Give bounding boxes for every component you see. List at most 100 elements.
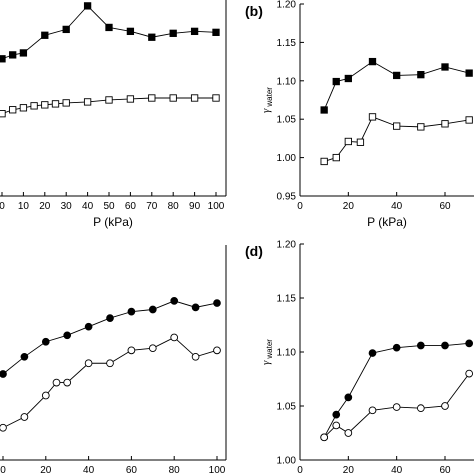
y-tick-label: 1.05 bbox=[277, 402, 297, 413]
y-tick-label: 1.15 bbox=[277, 38, 297, 49]
series-line-1 bbox=[323, 342, 470, 438]
x-tick-label: 60 bbox=[439, 201, 451, 212]
data-point bbox=[106, 359, 114, 368]
y-tick-label: 1.00 bbox=[277, 456, 297, 467]
data-point bbox=[392, 403, 401, 411]
data-point bbox=[84, 359, 93, 368]
x-tick-label: 80 bbox=[168, 201, 180, 212]
x-tick-label: 20 bbox=[343, 465, 355, 474]
data-point bbox=[19, 104, 28, 112]
data-point bbox=[416, 341, 425, 350]
data-point bbox=[320, 433, 329, 442]
data-point bbox=[169, 94, 177, 102]
panel-label: (d) bbox=[245, 243, 263, 259]
y-tick-label: 0.95 bbox=[277, 192, 297, 203]
data-point bbox=[441, 120, 449, 128]
data-point bbox=[148, 344, 157, 353]
data-point bbox=[84, 322, 93, 331]
data-point bbox=[393, 71, 401, 80]
data-point bbox=[344, 393, 353, 402]
x-tick-label: 40 bbox=[82, 201, 94, 212]
data-point bbox=[126, 95, 135, 103]
x-axis-label: P (kPa) bbox=[367, 215, 407, 229]
x-tick-label: 20 bbox=[40, 465, 52, 474]
data-point bbox=[9, 51, 17, 59]
y-tick-label: 1.10 bbox=[277, 76, 297, 87]
x-tick-label: 0 bbox=[0, 465, 6, 474]
data-point bbox=[126, 27, 135, 36]
data-point bbox=[106, 314, 114, 322]
data-point bbox=[465, 369, 474, 378]
data-point bbox=[416, 404, 425, 413]
data-point bbox=[9, 106, 17, 114]
data-point bbox=[0, 423, 7, 432]
x-tick-label: 60 bbox=[125, 201, 137, 212]
y-axis-label: γwater bbox=[260, 339, 274, 365]
data-point bbox=[0, 110, 6, 118]
data-point bbox=[83, 98, 92, 106]
data-point bbox=[368, 406, 377, 415]
data-point bbox=[19, 49, 28, 57]
x-axis-label: P (kPa) bbox=[93, 215, 133, 229]
data-point bbox=[392, 343, 401, 352]
data-point bbox=[63, 378, 72, 387]
x-tick-label: 10 bbox=[18, 201, 30, 212]
data-point bbox=[332, 410, 341, 419]
x-tick-label: 90 bbox=[189, 201, 201, 212]
x-tick-label: 100 bbox=[209, 465, 226, 474]
data-point bbox=[344, 74, 352, 83]
data-point bbox=[356, 138, 365, 146]
x-tick-label: 70 bbox=[146, 201, 158, 212]
data-point bbox=[344, 429, 353, 437]
x-tick-label: 40 bbox=[83, 465, 95, 474]
x-tick-label: 0 bbox=[297, 201, 303, 212]
data-point bbox=[169, 29, 177, 37]
x-tick-label: 0 bbox=[297, 465, 303, 474]
data-point bbox=[417, 71, 425, 79]
x-tick-label: 100 bbox=[208, 201, 225, 212]
data-point bbox=[62, 25, 70, 34]
data-point bbox=[20, 352, 29, 361]
chart-panel-b: 0 20 40 60 0.95 1.00 1.05 1.10 1.15 1.20 P (kPa) γw… bbox=[245, 0, 474, 229]
series-line-2 bbox=[2, 336, 218, 429]
data-point bbox=[63, 331, 72, 340]
x-tick-label: 30 bbox=[61, 201, 73, 212]
x-tick-label: 40 bbox=[391, 465, 403, 474]
data-point bbox=[41, 337, 50, 346]
y-tick-label: 1.15 bbox=[277, 294, 297, 305]
data-point bbox=[148, 305, 157, 314]
data-point bbox=[170, 297, 179, 305]
x-tick-label: 40 bbox=[391, 201, 403, 212]
data-point bbox=[344, 137, 352, 146]
y-tick-label: 1.20 bbox=[277, 0, 297, 11]
data-point bbox=[320, 157, 328, 166]
data-point bbox=[127, 307, 136, 316]
data-point bbox=[191, 352, 200, 361]
chart-panel-a: 0 10 20 30 40 50 60 70 80 90 100 P (kPa) bbox=[0, 0, 227, 229]
data-point bbox=[213, 346, 221, 355]
data-point bbox=[320, 106, 328, 114]
data-point bbox=[368, 349, 377, 357]
data-point bbox=[417, 123, 425, 131]
data-point bbox=[0, 55, 6, 63]
data-point bbox=[41, 391, 50, 400]
data-point bbox=[465, 339, 474, 348]
data-point bbox=[441, 402, 449, 410]
data-point bbox=[441, 341, 449, 350]
panel-label: (b) bbox=[245, 3, 263, 19]
data-point bbox=[20, 413, 29, 421]
data-point bbox=[332, 77, 340, 86]
data-point bbox=[51, 100, 60, 108]
x-tick-label: 50 bbox=[103, 201, 115, 212]
data-point bbox=[465, 116, 473, 124]
data-point bbox=[30, 102, 38, 110]
y-tick-label: 1.10 bbox=[277, 348, 297, 359]
data-point bbox=[393, 122, 401, 130]
data-point bbox=[332, 153, 340, 162]
data-point bbox=[0, 370, 7, 378]
data-point bbox=[170, 333, 179, 342]
x-tick-label: 20 bbox=[39, 201, 51, 212]
data-point bbox=[212, 28, 220, 36]
data-point bbox=[465, 69, 473, 77]
data-point bbox=[62, 99, 70, 107]
